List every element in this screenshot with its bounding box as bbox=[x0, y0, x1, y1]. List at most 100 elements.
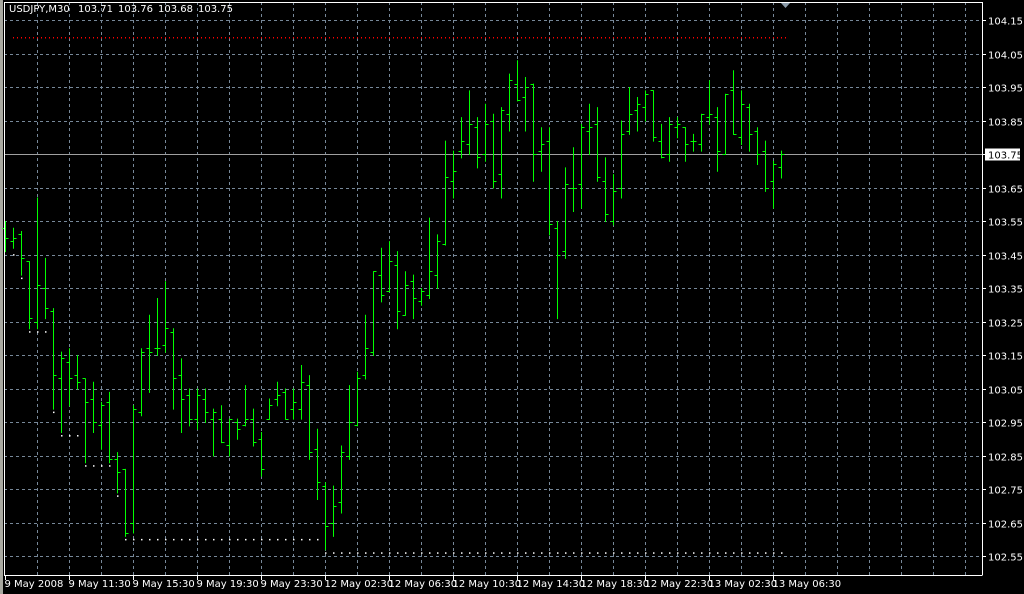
ohlc-bar bbox=[234, 418, 241, 440]
upper-level-dot bbox=[257, 37, 258, 39]
upper-level-dot bbox=[709, 37, 710, 39]
upper-level-dot bbox=[73, 37, 74, 39]
chart-title: USDJPY,M30 103.71 103.76 103.68 103.75 bbox=[9, 4, 238, 15]
upper-level-dot bbox=[617, 37, 618, 39]
time-tick-label: 12 May 18:30 bbox=[581, 579, 650, 590]
running-low-dot bbox=[757, 552, 759, 554]
upper-level-dot bbox=[253, 37, 254, 39]
upper-level-dot bbox=[221, 37, 222, 39]
ohlc-bar bbox=[410, 274, 417, 320]
ohlc-bar bbox=[634, 97, 641, 132]
ohlc-bar bbox=[178, 358, 185, 434]
price-axis[interactable]: 104.15 104.05 103.95 103.85 103.75 103.65 103.… bbox=[982, 17, 1023, 564]
upper-level-dot bbox=[621, 37, 622, 39]
running-low-dot bbox=[53, 411, 55, 414]
upper-level-dot bbox=[437, 37, 438, 39]
upper-level-dot bbox=[377, 37, 378, 39]
upper-level-dot bbox=[361, 37, 362, 39]
running-low-dot bbox=[541, 552, 543, 554]
upper-level-dot bbox=[717, 37, 718, 39]
upper-level-dot bbox=[77, 37, 78, 39]
ohlc-bar bbox=[706, 80, 713, 125]
upper-level-dot bbox=[105, 37, 106, 39]
running-low-dot bbox=[629, 552, 631, 554]
upper-level-dot bbox=[149, 37, 150, 39]
upper-level-dot bbox=[605, 37, 606, 39]
running-low-dot bbox=[653, 552, 655, 554]
running-low-dot bbox=[693, 552, 695, 554]
upper-level-dot bbox=[185, 37, 186, 39]
running-low-dot bbox=[293, 538, 295, 541]
upper-level-dot bbox=[357, 37, 358, 39]
ohlc-bar bbox=[658, 123, 665, 159]
upper-level-dot bbox=[737, 37, 738, 39]
ohlc-bar bbox=[50, 308, 57, 410]
time-tick-label: 9 May 19:30 bbox=[197, 579, 259, 590]
running-low-dot bbox=[141, 538, 143, 541]
ohlc-bar bbox=[186, 388, 193, 427]
ohlc-bar bbox=[602, 157, 609, 222]
time-tick-label: 9 May 2008 bbox=[5, 579, 64, 590]
price-tick-label: 103.35 bbox=[988, 285, 1023, 296]
upper-level-dot bbox=[225, 37, 226, 39]
ohlc-bar bbox=[226, 418, 233, 457]
upper-level-dot bbox=[733, 37, 734, 39]
ohlc-bar bbox=[642, 90, 649, 122]
upper-level-dot bbox=[417, 37, 418, 39]
ohlc-bar bbox=[434, 234, 441, 289]
chart-shift-marker-icon[interactable] bbox=[781, 3, 790, 8]
upper-level-dot bbox=[465, 37, 466, 39]
ohlc-bar bbox=[146, 314, 153, 393]
upper-level-dot bbox=[177, 37, 178, 39]
upper-level-dot bbox=[469, 37, 470, 39]
ohlc-bar bbox=[722, 93, 729, 155]
ohlc-bar bbox=[66, 348, 73, 407]
ohlc-bar bbox=[626, 87, 633, 135]
current-price-box bbox=[985, 148, 1020, 161]
upper-level-dot bbox=[209, 37, 210, 39]
ohlc-bar bbox=[482, 103, 489, 162]
upper-level-dot bbox=[385, 37, 386, 39]
ohlc-bar bbox=[90, 381, 97, 434]
upper-level-dot bbox=[281, 37, 282, 39]
upper-level-dot bbox=[597, 37, 598, 39]
ohlc-bar bbox=[578, 123, 585, 209]
time-axis[interactable]: 9 May 2008 9 May 11:30 9 May 15:30 9 May 19… bbox=[5, 575, 842, 590]
running-low-dot bbox=[205, 538, 207, 541]
upper-level-dot bbox=[421, 37, 422, 39]
ohlc-bar bbox=[74, 355, 81, 390]
ohlc-bar bbox=[458, 117, 465, 159]
upper-level-dot bbox=[201, 37, 202, 39]
ohlc-bar bbox=[322, 482, 329, 551]
upper-level-dot bbox=[685, 37, 686, 39]
running-low-dot bbox=[573, 552, 575, 554]
running-low-dot bbox=[373, 552, 375, 554]
upper-level-dot bbox=[85, 37, 86, 39]
upper-level-dot bbox=[765, 37, 766, 39]
running-low-dot bbox=[485, 552, 487, 554]
upper-level-dot bbox=[673, 37, 674, 39]
upper-level-dot bbox=[329, 37, 330, 39]
ohlc-bar bbox=[274, 381, 281, 407]
upper-level-dot bbox=[785, 37, 786, 39]
upper-level-dot bbox=[493, 37, 494, 39]
upper-level-dot bbox=[593, 37, 594, 39]
time-tick-label: 9 May 15:30 bbox=[133, 579, 195, 590]
ohlc-bar bbox=[386, 241, 393, 293]
upper-level-dot bbox=[349, 37, 350, 39]
running-low-dot bbox=[133, 538, 135, 541]
ohlc-bar bbox=[10, 227, 17, 249]
ohlc-bar bbox=[450, 150, 457, 199]
time-tick-label: 12 May 14:30 bbox=[517, 579, 586, 590]
ohlc-bar bbox=[506, 73, 513, 132]
upper-level-dot bbox=[285, 37, 286, 39]
upper-level-dot bbox=[457, 37, 458, 39]
running-low-dot bbox=[557, 552, 559, 554]
upper-level-dot bbox=[393, 37, 394, 39]
upper-level-dot bbox=[581, 37, 582, 39]
upper-level-dot bbox=[365, 37, 366, 39]
grid bbox=[4, 2, 982, 575]
upper-level-dot bbox=[41, 37, 42, 39]
running-low-dot bbox=[253, 538, 255, 541]
